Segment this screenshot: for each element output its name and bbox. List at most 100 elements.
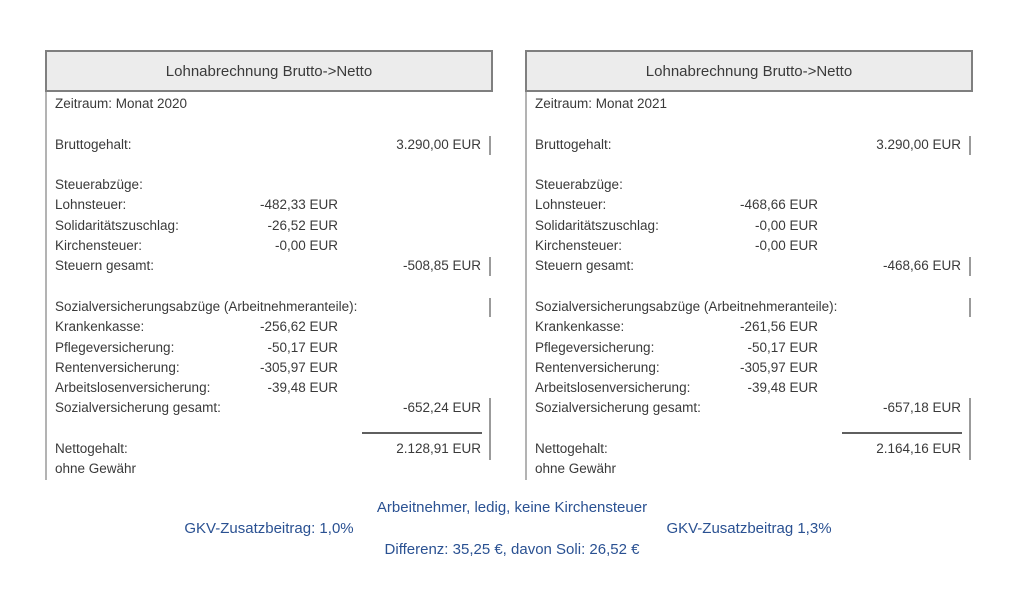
rentenversicherung-value: -305,97 EUR xyxy=(259,359,338,375)
cell-border-tick xyxy=(969,257,971,277)
nettogehalt-total: 2.128,91 EUR xyxy=(396,441,481,457)
row-arbeitslosenversicherung: Arbeitslosenversicherung: -39,48 EUR xyxy=(527,378,973,398)
lohnsteuer-value: -468,66 EUR xyxy=(739,197,818,213)
kirchensteuer-label: Kirchensteuer: xyxy=(55,238,143,254)
row-bruttogehalt: Bruttogehalt: 3.290,00 EUR xyxy=(47,135,493,155)
bruttogehalt-label: Bruttogehalt: xyxy=(535,136,612,152)
row-solidaritaetszuschlag: Solidaritätszuschlag: -0,00 EUR xyxy=(527,216,973,236)
pflegeversicherung-label: Pflegeversicherung: xyxy=(55,339,175,355)
row-kirchensteuer: Kirchensteuer: -0,00 EUR xyxy=(527,236,973,256)
arbeitslosenversicherung-label: Arbeitslosenversicherung: xyxy=(535,380,691,396)
cell-border-tick xyxy=(489,135,491,155)
solidaritaetszuschlag-label: Solidaritätszuschlag: xyxy=(535,217,659,233)
zeitraum-text: Zeitraum: Monat 2020 xyxy=(55,96,188,111)
zeitraum-text: Zeitraum: Monat 2021 xyxy=(535,96,668,111)
lohnsteuer-value: -482,33 EUR xyxy=(259,197,338,213)
sozialversicherung-gesamt-total: -652,24 EUR xyxy=(402,400,481,416)
row-lohnsteuer: Lohnsteuer: -482,33 EUR xyxy=(47,195,493,215)
row-zeitraum: Zeitraum: Monat 2021 xyxy=(527,94,973,114)
row-steuern-gesamt: Steuern gesamt: -468,66 EUR xyxy=(527,256,973,277)
rentenversicherung-value: -305,97 EUR xyxy=(739,359,818,375)
arbeitslosenversicherung-value: -39,48 EUR xyxy=(267,380,338,396)
row-sozialversicherung-gesamt: Sozialversicherung gesamt: -652,24 EUR xyxy=(47,398,493,420)
sozialversicherung-gesamt-label: Sozialversicherung gesamt: xyxy=(55,400,221,416)
arbeitslosenversicherung-value: -39,48 EUR xyxy=(747,380,818,396)
cell-border-tick xyxy=(969,398,971,420)
sozialversicherung-gesamt-total: -657,18 EUR xyxy=(882,400,961,416)
panel-body: Zeitraum: Monat 2020 Bruttogehalt: 3.290… xyxy=(45,92,493,480)
footer-notes: Arbeitnehmer, ledig, keine Kirchensteuer… xyxy=(0,497,1024,560)
disclaimer-text: ohne Gewähr xyxy=(535,461,617,477)
row-kirchensteuer: Kirchensteuer: -0,00 EUR xyxy=(47,236,493,256)
cell-border-tick xyxy=(969,135,971,155)
steuern-gesamt-label: Steuern gesamt: xyxy=(535,258,635,274)
row-rentenversicherung: Rentenversicherung: -305,97 EUR xyxy=(47,358,493,378)
total-sum-line xyxy=(842,431,962,434)
spacer-row xyxy=(47,155,493,175)
krankenkasse-value: -256,62 EUR xyxy=(259,319,338,335)
spacer-row xyxy=(527,155,973,175)
nettogehalt-label: Nettogehalt: xyxy=(55,441,128,457)
arbeitslosenversicherung-label: Arbeitslosenversicherung: xyxy=(55,380,211,396)
panel-title: Lohnabrechnung Brutto->Netto xyxy=(45,50,493,92)
cell-border-tick xyxy=(969,418,971,440)
sozialabzuege-label: Sozialversicherungsabzüge (Arbeitnehmera… xyxy=(55,298,358,314)
total-sum-line xyxy=(362,431,482,434)
row-pflegeversicherung: Pflegeversicherung: -50,17 EUR xyxy=(527,338,973,358)
pflegeversicherung-value: -50,17 EUR xyxy=(747,339,818,355)
cell-border-tick xyxy=(969,297,971,317)
steuern-gesamt-total: -508,85 EUR xyxy=(402,258,481,274)
steuern-gesamt-label: Steuern gesamt: xyxy=(55,258,155,274)
krankenkasse-label: Krankenkasse: xyxy=(55,319,145,335)
pflegeversicherung-value: -50,17 EUR xyxy=(267,339,338,355)
row-steuern-gesamt: Steuern gesamt: -508,85 EUR xyxy=(47,256,493,277)
cell-border-tick xyxy=(489,257,491,277)
steuerabzuege-label: Steuerabzüge: xyxy=(55,177,143,193)
rentenversicherung-label: Rentenversicherung: xyxy=(535,359,660,375)
row-krankenkasse: Krankenkasse: -256,62 EUR xyxy=(47,317,493,337)
row-sozialabzuege-header: Sozialversicherungsabzüge (Arbeitnehmera… xyxy=(527,297,973,317)
krankenkasse-label: Krankenkasse: xyxy=(535,319,625,335)
disclaimer-text: ohne Gewähr xyxy=(55,461,137,477)
payslip-panel-2021: Lohnabrechnung Brutto->Netto Zeitraum: M… xyxy=(525,50,973,480)
nettogehalt-label: Nettogehalt: xyxy=(535,441,608,457)
steuern-gesamt-total: -468,66 EUR xyxy=(882,258,961,274)
solidaritaetszuschlag-value: -26,52 EUR xyxy=(267,217,338,233)
footer-employee-note: Arbeitnehmer, ledig, keine Kirchensteuer xyxy=(376,499,648,516)
cell-border-tick xyxy=(489,398,491,420)
row-krankenkasse: Krankenkasse: -261,56 EUR xyxy=(527,317,973,337)
row-nettogehalt: Nettogehalt: 2.164,16 EUR xyxy=(527,439,973,461)
footer-gkv-2020: GKV-Zusatzbeitrag: 1,0% xyxy=(184,520,354,537)
lohnsteuer-label: Lohnsteuer: xyxy=(55,197,127,213)
lohnsteuer-label: Lohnsteuer: xyxy=(535,197,607,213)
spacer-row xyxy=(47,114,493,134)
cell-border-tick xyxy=(969,439,971,461)
krankenkasse-value: -261,56 EUR xyxy=(739,319,818,335)
row-steuerabzuege-header: Steuerabzüge: xyxy=(47,175,493,195)
spacer-row xyxy=(47,277,493,297)
bruttogehalt-label: Bruttogehalt: xyxy=(55,136,132,152)
sozialabzuege-label: Sozialversicherungsabzüge (Arbeitnehmera… xyxy=(535,298,838,314)
panel-body: Zeitraum: Monat 2021 Bruttogehalt: 3.290… xyxy=(525,92,973,480)
cell-border-tick xyxy=(489,439,491,461)
spacer-row xyxy=(527,114,973,134)
row-lohnsteuer: Lohnsteuer: -468,66 EUR xyxy=(527,195,973,215)
row-arbeitslosenversicherung: Arbeitslosenversicherung: -39,48 EUR xyxy=(47,378,493,398)
panel-title-text: Lohnabrechnung Brutto->Netto xyxy=(165,62,373,80)
bruttogehalt-total: 3.290,00 EUR xyxy=(396,136,481,152)
kirchensteuer-value: -0,00 EUR xyxy=(274,238,338,254)
row-solidaritaetszuschlag: Solidaritätszuschlag: -26,52 EUR xyxy=(47,216,493,236)
row-zeitraum: Zeitraum: Monat 2020 xyxy=(47,94,493,114)
row-nettogehalt: Nettogehalt: 2.128,91 EUR xyxy=(47,439,493,461)
row-bruttogehalt: Bruttogehalt: 3.290,00 EUR xyxy=(527,135,973,155)
pflegeversicherung-label: Pflegeversicherung: xyxy=(535,339,655,355)
footer-difference-note: Differenz: 35,25 €, davon Soli: 26,52 € xyxy=(384,541,640,558)
cell-border-tick xyxy=(489,418,491,440)
row-pflegeversicherung: Pflegeversicherung: -50,17 EUR xyxy=(47,338,493,358)
steuerabzuege-label: Steuerabzüge: xyxy=(535,177,623,193)
sum-line-row xyxy=(527,418,973,440)
row-sozialabzuege-header: Sozialversicherungsabzüge (Arbeitnehmera… xyxy=(47,297,493,317)
row-disclaimer: ohne Gewähr xyxy=(47,459,493,479)
kirchensteuer-label: Kirchensteuer: xyxy=(535,238,623,254)
spacer-row xyxy=(527,277,973,297)
